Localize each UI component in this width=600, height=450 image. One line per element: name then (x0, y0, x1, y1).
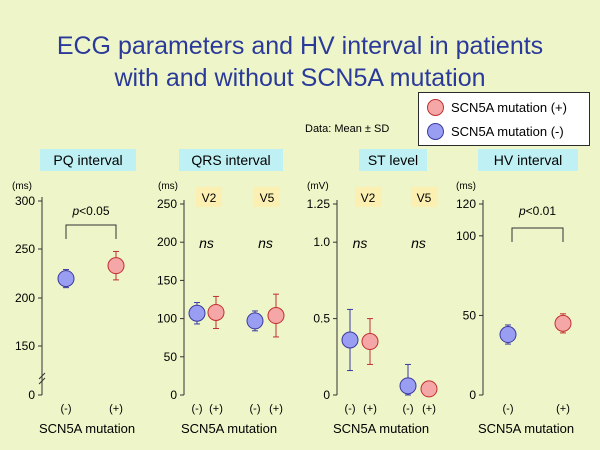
panel-title-box (478, 149, 578, 171)
y-tick-label: 250 (15, 242, 35, 256)
lead-label: V5 (417, 191, 432, 205)
y-axis-unit: (ms) (12, 181, 32, 192)
y-tick-label: 100 (157, 312, 177, 326)
p-symbol: p (518, 204, 526, 218)
x-axis-label: SCN5A mutation (478, 421, 574, 436)
p-value-label: p<0.05 (71, 204, 109, 218)
data-point-negative (399, 377, 417, 395)
x-axis-label: SCN5A mutation (333, 421, 429, 436)
lead-box (254, 187, 280, 207)
x-tick-label: (+) (556, 403, 570, 415)
x-tick-label: (+) (269, 403, 283, 415)
lead-box (355, 187, 381, 207)
slide-title-line-1: ECG parameters and HV interval in patien… (56, 32, 544, 60)
lead-label: V2 (202, 191, 217, 205)
data-point-negative (246, 312, 264, 330)
lead-box (411, 187, 437, 207)
x-tick-label: (-) (61, 403, 72, 415)
x-tick-label: (+) (422, 403, 436, 415)
y-tick-label: 0 (323, 388, 330, 402)
y-tick-label: 1.25 (307, 197, 331, 211)
legend: SCN5A mutation (+) SCN5A mutation (-) (418, 92, 590, 146)
y-tick-label: 100 (456, 229, 476, 243)
x-tick-label: (-) (403, 403, 414, 415)
y-tick-label: 150 (157, 273, 177, 287)
axis-break-mark (38, 377, 46, 385)
legend-item-positive: SCN5A mutation (+) (419, 97, 589, 119)
x-tick-label: (-) (250, 403, 261, 415)
lead-box (196, 187, 222, 207)
panel-title: PQ interval (53, 152, 122, 168)
y-tick-label: 0.5 (313, 312, 330, 326)
y-tick-label: 150 (15, 339, 35, 353)
data-point-negative (188, 304, 206, 322)
data-point-positive (554, 314, 572, 332)
p-symbol: p (71, 204, 79, 218)
y-tick-label: 200 (157, 235, 177, 249)
legend-marker-negative (427, 123, 444, 140)
x-tick-label: (+) (109, 403, 123, 415)
y-tick-label: 0 (469, 388, 476, 402)
y-axis-unit: (ms) (158, 181, 178, 192)
x-tick-label: (+) (209, 403, 223, 415)
data-point-positive (207, 303, 225, 321)
y-tick-label: 0 (28, 388, 35, 402)
panel-title-box (40, 149, 136, 171)
ns-label: ns (411, 235, 426, 251)
data-point-positive (107, 257, 125, 275)
legend-label-positive: SCN5A mutation (+) (451, 100, 567, 115)
chart-panel-3: ST level (mV) 1.25 1.0 0.5 0 SCN5A mutation V2 n… (307, 149, 438, 436)
data-point-negative (499, 326, 517, 344)
x-tick-label: (-) (192, 403, 203, 415)
y-tick-label: 50 (463, 308, 477, 322)
x-tick-label: (-) (345, 403, 356, 415)
y-tick-label: 200 (15, 291, 35, 305)
x-tick-label: (+) (363, 403, 377, 415)
panel-title-box (359, 149, 427, 171)
legend-marker-positive (427, 99, 444, 116)
y-axis-unit: (ms) (456, 181, 476, 192)
panel-title-box (179, 149, 283, 171)
y-axis-unit: (mV) (307, 181, 329, 192)
panel-title: ST level (368, 152, 418, 168)
y-tick-label: 50 (164, 350, 178, 364)
p-value: <0.05 (79, 204, 110, 218)
slide-title: ECG parameters and HV interval in patien… (0, 30, 600, 94)
x-axis-label: SCN5A mutation (181, 421, 277, 436)
ns-label: ns (199, 235, 214, 251)
ns-label: ns (353, 235, 368, 251)
data-point-positive (361, 333, 379, 351)
p-value: <0.01 (526, 204, 557, 218)
data-point-positive (267, 307, 285, 325)
lead-label: V2 (361, 191, 376, 205)
significance-bracket (511, 227, 564, 242)
data-point-positive (420, 380, 438, 398)
panel-title: QRS interval (191, 152, 270, 168)
p-value-label: p<0.01 (518, 204, 556, 218)
chart-panel-2: QRS interval (ms) 250 200 150 100 50 0 SCN5A mut… (157, 149, 285, 436)
x-axis-label: SCN5A mutation (39, 421, 135, 436)
axis-break-mark (38, 372, 46, 380)
y-tick-label: 0 (170, 388, 177, 402)
ns-label: ns (258, 235, 273, 251)
panel-title: HV interval (494, 152, 562, 168)
chart-panel-4: HV interval (ms) 120 100 50 0 SCN5A mutation (-… (456, 149, 578, 436)
significance-bracket (65, 224, 117, 239)
data-point-negative (341, 331, 359, 349)
legend-label-negative: SCN5A mutation (-) (451, 124, 564, 139)
y-tick-label: 1.0 (313, 235, 330, 249)
y-tick-label: 250 (157, 197, 177, 211)
slide-title-line-2: with and without SCN5A mutation (114, 64, 486, 92)
y-tick-label: 300 (15, 194, 35, 208)
chart-panel-1: PQ interval (ms) 300 250 200 150 0 SCN5A mutati… (12, 149, 136, 436)
legend-item-negative: SCN5A mutation (-) (419, 121, 589, 143)
data-point-negative (57, 270, 75, 288)
y-tick-label: 120 (456, 197, 476, 211)
x-tick-label: (-) (503, 403, 514, 415)
data-note: Data: Mean ± SD (305, 123, 390, 135)
lead-label: V5 (260, 191, 275, 205)
